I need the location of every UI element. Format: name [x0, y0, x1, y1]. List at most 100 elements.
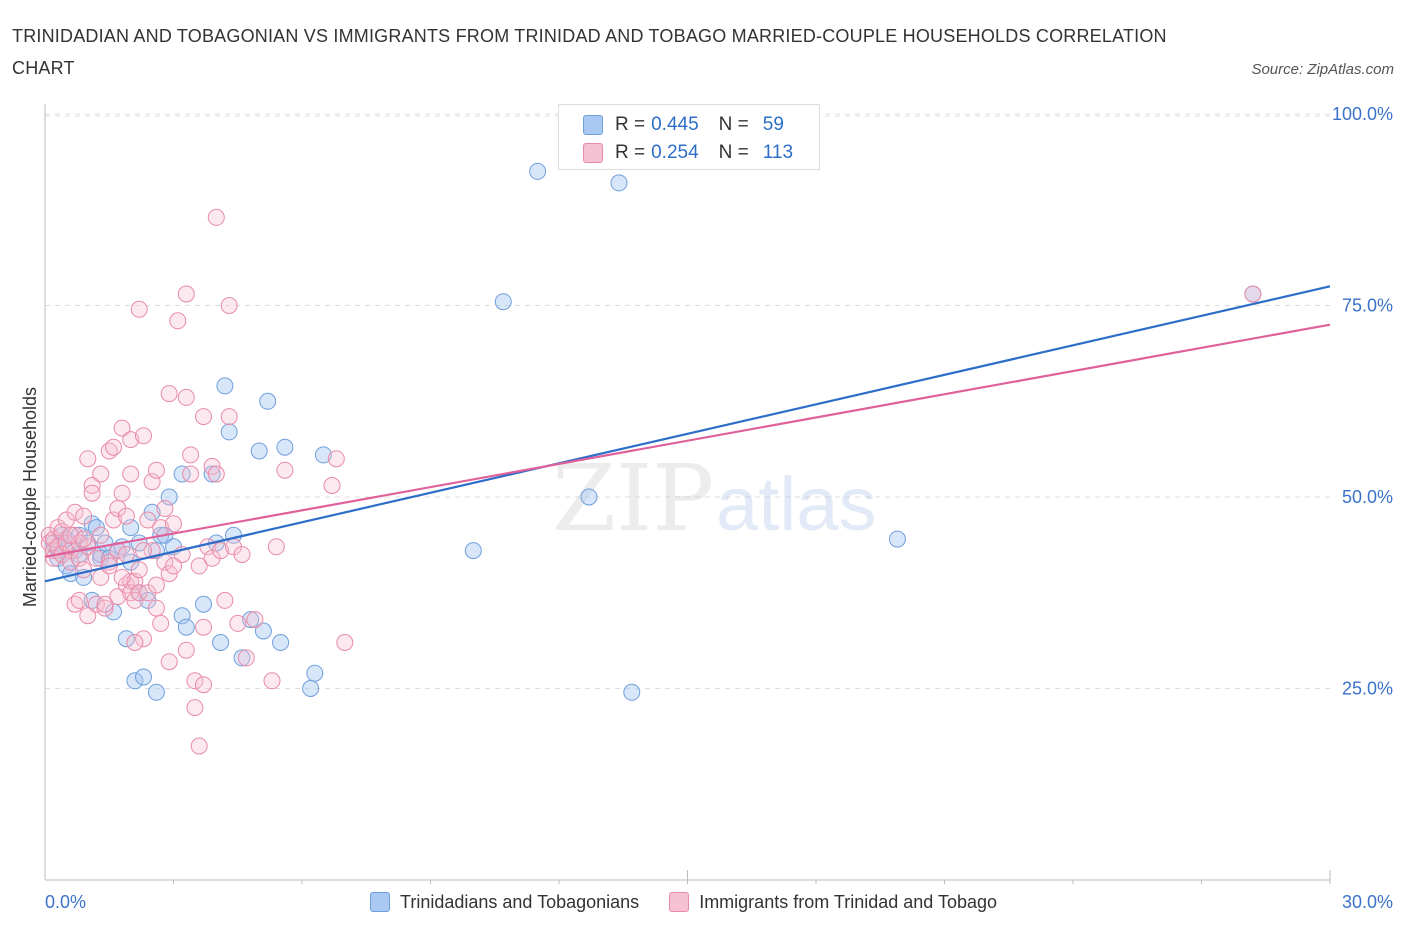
r-value: 0.445 [651, 114, 699, 135]
watermark-atlas: atlas [716, 462, 877, 547]
point-immigrants [117, 507, 135, 525]
point-immigrants [109, 588, 127, 606]
r-label: R = [615, 142, 646, 163]
data-points [40, 162, 1262, 755]
x-tick-label: 0.0% [45, 892, 86, 912]
point-immigrants [229, 614, 247, 632]
x-tick-label: 30.0% [1342, 892, 1393, 912]
stats-row-pink: R = 0.254 N = 113 [583, 140, 793, 166]
point-trinidadians [276, 438, 294, 456]
point-trinidadians [580, 488, 598, 506]
point-immigrants [105, 438, 122, 456]
point-immigrants [96, 595, 114, 613]
point-immigrants [276, 461, 294, 479]
legend-item-trinidadians[interactable]: Trinidadians and Tobagonians [370, 892, 639, 913]
trend-lines [44, 285, 1331, 583]
y-axis-title: Married-couple Households [20, 387, 40, 607]
point-immigrants [96, 599, 114, 617]
point-immigrants [75, 561, 93, 579]
point-immigrants [1244, 285, 1262, 303]
tick-labels: 100.0% 75.0% 50.0% 25.0% 0.0% 30.0% Married-co… [20, 104, 1393, 912]
point-immigrants [62, 526, 80, 544]
point-trinidadians [314, 446, 332, 464]
point-trinidadians [254, 622, 272, 640]
point-immigrants [66, 503, 84, 521]
point-immigrants [220, 297, 238, 314]
point-trinidadians [494, 293, 512, 311]
point-immigrants [135, 542, 152, 560]
point-immigrants [147, 599, 165, 617]
point-trinidadians [233, 649, 251, 667]
point-trinidadians [259, 392, 277, 410]
stats-legend: R = 0.445 N = 59 R = 0.254 N = 113 [558, 104, 820, 170]
watermark-zip: ZIP [552, 445, 714, 552]
point-trinidadians [177, 618, 195, 636]
point-immigrants [62, 553, 80, 571]
point-immigrants [135, 427, 152, 445]
point-immigrants [177, 641, 195, 659]
point-immigrants [66, 526, 84, 544]
point-immigrants [323, 477, 341, 494]
pink-swatch [583, 143, 603, 163]
n-value: 113 [762, 142, 794, 163]
point-trinidadians [529, 162, 547, 180]
point-trinidadians [623, 683, 641, 701]
point-immigrants [246, 611, 264, 629]
point-immigrants [190, 557, 208, 575]
point-immigrants [147, 461, 165, 479]
r-label: R = [615, 114, 646, 135]
n-label: N = [718, 114, 749, 135]
point-immigrants [267, 538, 285, 556]
point-immigrants [92, 526, 110, 544]
trend-line-trinidadians [44, 285, 1331, 583]
point-immigrants [336, 634, 354, 651]
r-value: 0.254 [651, 142, 699, 163]
pink-swatch [669, 892, 690, 912]
point-trinidadians [610, 174, 628, 192]
point-immigrants [237, 649, 255, 667]
point-immigrants [195, 618, 212, 636]
point-immigrants [113, 568, 131, 586]
point-trinidadians [242, 611, 260, 629]
point-immigrants [122, 465, 140, 483]
n-label: N = [718, 142, 749, 163]
point-immigrants [186, 699, 204, 717]
y-tick-label: 75.0% [1342, 296, 1393, 316]
point-immigrants [130, 584, 148, 602]
point-immigrants [130, 561, 148, 579]
n-value: 59 [762, 114, 784, 135]
point-trinidadians [143, 503, 161, 521]
point-immigrants [327, 450, 345, 468]
axes [44, 104, 1331, 884]
point-immigrants [70, 591, 88, 609]
gridlines [45, 113, 1330, 689]
point-immigrants [165, 557, 182, 575]
point-immigrants [160, 385, 178, 403]
y-tick-label: 25.0% [1342, 679, 1393, 699]
point-immigrants [169, 312, 187, 330]
point-immigrants [182, 446, 200, 464]
point-immigrants [177, 285, 195, 303]
watermark: ZIP atlas [552, 445, 877, 552]
point-trinidadians [302, 680, 320, 697]
point-trinidadians [135, 668, 152, 686]
point-immigrants [182, 465, 200, 483]
point-immigrants [117, 546, 135, 563]
stats-row-blue: R = 0.445 N = 59 [583, 112, 784, 138]
point-trinidadians [87, 519, 105, 537]
legend-item-immigrants[interactable]: Immigrants from Trinidad and Tobago [669, 892, 997, 913]
point-trinidadians [126, 672, 144, 690]
point-trinidadians [212, 634, 230, 651]
point-immigrants [186, 672, 204, 690]
point-immigrants [130, 300, 148, 318]
point-trinidadians [220, 423, 238, 441]
point-immigrants [195, 408, 212, 426]
point-immigrants [195, 676, 212, 694]
point-immigrants [177, 388, 195, 406]
y-tick-label: 50.0% [1342, 487, 1393, 507]
point-trinidadians [272, 634, 290, 651]
point-immigrants [122, 431, 140, 449]
point-immigrants [113, 484, 131, 502]
point-trinidadians [195, 595, 212, 613]
point-trinidadians [888, 530, 906, 548]
